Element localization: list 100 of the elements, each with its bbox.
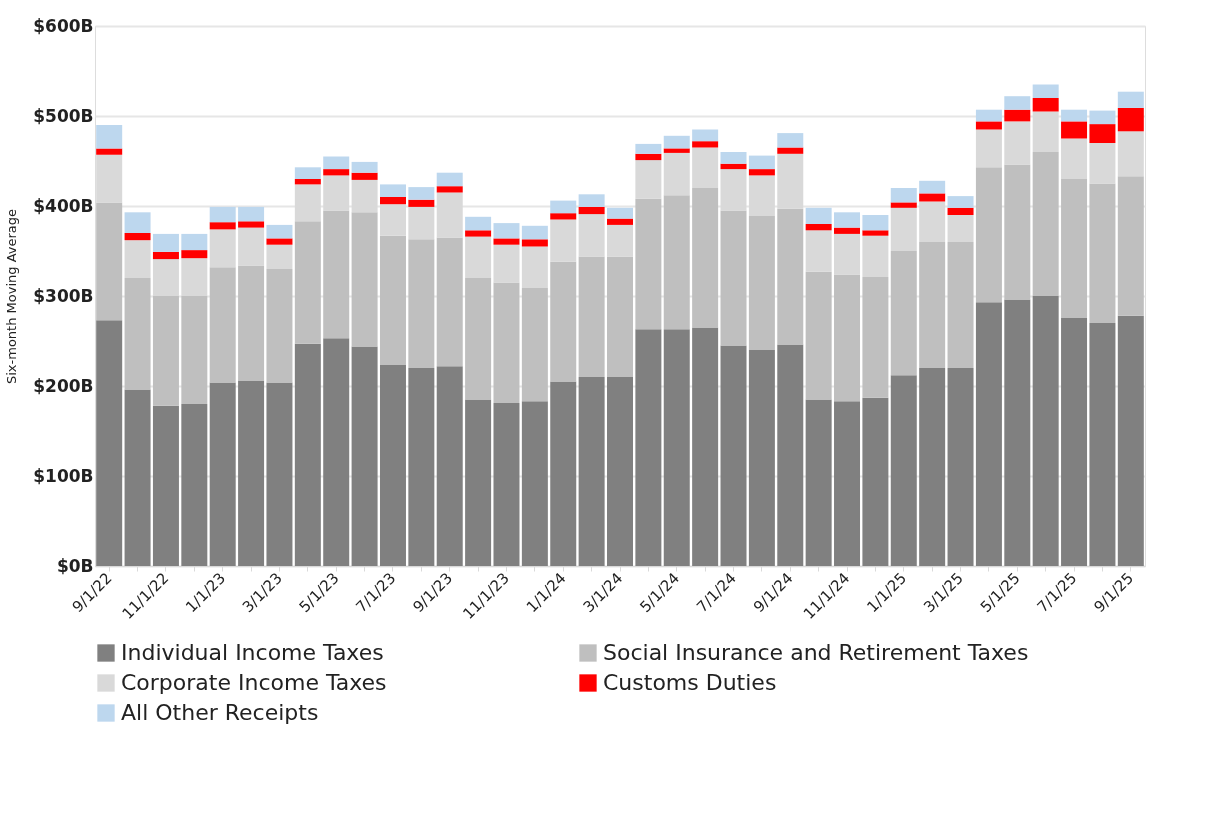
bar (408, 199, 435, 207)
bar (834, 227, 861, 234)
bar (834, 233, 861, 275)
bar (635, 329, 662, 566)
bar (777, 344, 804, 566)
bar (720, 345, 747, 566)
bar (607, 377, 633, 566)
bar (1004, 96, 1031, 110)
bar (777, 133, 804, 148)
bar (748, 215, 775, 350)
bar (1061, 179, 1088, 318)
bar (351, 212, 378, 347)
bar (748, 350, 775, 566)
bar (351, 179, 378, 213)
bar (947, 215, 974, 242)
bar (294, 179, 321, 185)
legend-label: Individual Income Taxes (121, 640, 384, 665)
bar (834, 212, 861, 228)
bar (720, 169, 747, 211)
bar (238, 265, 265, 381)
bar (521, 239, 548, 247)
bar (919, 180, 946, 194)
bar (436, 237, 463, 367)
bar (465, 399, 492, 566)
bar (408, 239, 435, 368)
bar (862, 230, 889, 236)
bar (720, 210, 747, 346)
bar (1117, 315, 1144, 566)
bar (465, 278, 492, 400)
bar (266, 382, 293, 566)
bar (692, 188, 719, 328)
bar (578, 194, 605, 207)
bar (578, 206, 605, 215)
bar (607, 218, 633, 225)
bar (152, 251, 179, 260)
bar (1089, 124, 1116, 143)
bar (124, 233, 151, 241)
legend-label: Customs Duties (603, 670, 777, 695)
y-tick-label: $0B (56, 555, 94, 576)
bar (152, 233, 179, 252)
bar (238, 227, 265, 266)
bar (209, 229, 236, 268)
bar (379, 235, 406, 365)
bar (975, 129, 1002, 168)
bar (351, 161, 378, 173)
bar (635, 198, 662, 330)
bar (975, 302, 1002, 566)
bar (96, 125, 123, 149)
bar (323, 169, 350, 176)
bar (947, 196, 974, 208)
bar (181, 250, 208, 259)
bar (1089, 110, 1116, 125)
bar (266, 238, 293, 245)
bar (408, 206, 435, 240)
bar (692, 129, 719, 142)
bar (919, 368, 946, 566)
bar (607, 207, 633, 219)
bar (805, 224, 832, 231)
bar (834, 401, 861, 566)
bar (635, 160, 662, 199)
bar (1032, 98, 1059, 112)
bar (550, 213, 577, 220)
bar (266, 224, 293, 239)
bar (436, 366, 463, 566)
bar (436, 186, 463, 193)
bar (1004, 109, 1031, 122)
bar (805, 271, 832, 400)
bar (777, 208, 804, 345)
bar (1032, 152, 1059, 296)
y-tick-label: $500B (33, 105, 94, 126)
bar (465, 230, 492, 237)
bar (578, 214, 605, 257)
bar (890, 188, 917, 203)
bar (493, 223, 520, 239)
legend-label: Corporate Income Taxes (121, 670, 387, 695)
bar (379, 197, 406, 205)
bar (720, 163, 747, 170)
bar (1032, 296, 1059, 566)
bar (919, 201, 946, 242)
bar (1061, 317, 1088, 566)
y-tick-label: $200B (33, 375, 94, 396)
bar (152, 296, 179, 406)
bar (720, 152, 747, 164)
bar (209, 206, 236, 223)
bar (379, 184, 406, 197)
bar (266, 244, 293, 269)
bar (805, 399, 832, 566)
bar (805, 207, 832, 224)
bar (209, 222, 236, 230)
bar (294, 167, 321, 179)
bar (238, 380, 265, 566)
bar (1117, 176, 1144, 316)
bar (550, 381, 577, 566)
bar (436, 192, 463, 238)
bar (975, 167, 1002, 303)
bar (493, 403, 520, 566)
bar (890, 202, 917, 208)
bar (521, 401, 548, 566)
y-axis-title: Six-month Moving Average (4, 208, 20, 385)
bar (663, 135, 690, 149)
